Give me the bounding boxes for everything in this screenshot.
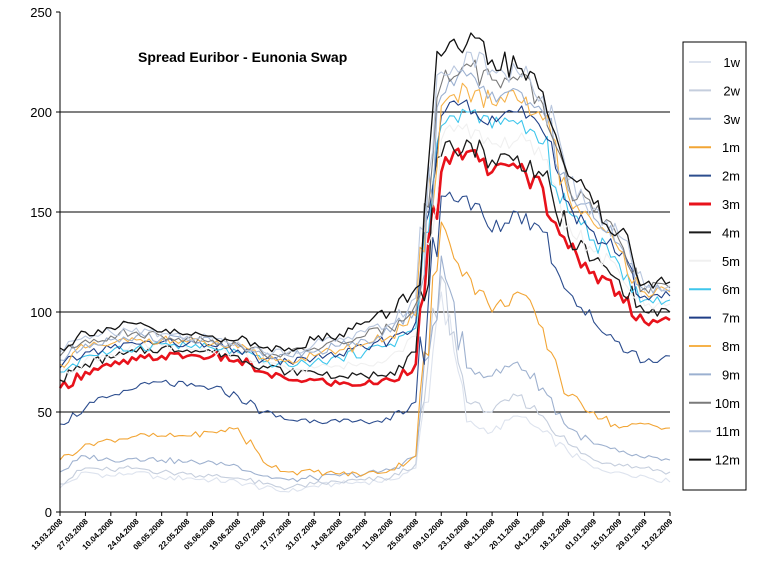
y-tick-label: 200 bbox=[30, 105, 52, 120]
series-line-7m bbox=[59, 99, 671, 369]
series-line-1m bbox=[59, 221, 671, 477]
series-line-3m bbox=[58, 147, 671, 390]
legend-label-5m: 5m bbox=[722, 254, 740, 269]
legend-label-6m: 6m bbox=[722, 282, 740, 297]
y-tick-label: 100 bbox=[30, 305, 52, 320]
legend-label-3m: 3m bbox=[722, 197, 740, 212]
series-line-9m bbox=[59, 69, 671, 361]
series-line-2w bbox=[60, 275, 671, 491]
y-tick-label: 250 bbox=[30, 5, 52, 20]
legend-entries: 1w 2w 3w 1m 2m 3m 4m 5m 6m 7m 8m 9m 10m 11m 12m bbox=[689, 55, 741, 468]
legend-label-11m: 11m bbox=[716, 424, 740, 439]
legend-label-1w: 1w bbox=[723, 55, 740, 70]
legend-label-12m: 12m bbox=[715, 453, 740, 468]
series-line-8m bbox=[59, 82, 671, 368]
legend-label-2m: 2m bbox=[722, 169, 740, 184]
legend-label-9m: 9m bbox=[722, 367, 740, 382]
legend-label-8m: 8m bbox=[722, 339, 740, 354]
legend: 1w 2w 3w 1m 2m 3m 4m 5m 6m 7m 8m 9m 10m 11m 12m bbox=[682, 41, 747, 491]
series-line-11m bbox=[59, 51, 671, 356]
series-line-4m bbox=[59, 139, 671, 383]
series-line-10m bbox=[59, 59, 671, 359]
legend-label-10m: 10m bbox=[715, 396, 740, 411]
y-tick-label: 0 bbox=[45, 505, 52, 520]
legend-label-2w: 2w bbox=[723, 83, 740, 98]
series-line-1w bbox=[59, 291, 671, 493]
series-line-5m bbox=[59, 123, 671, 377]
legend-box bbox=[682, 41, 747, 491]
legend-label-7m: 7m bbox=[722, 311, 740, 326]
series-line-6m bbox=[59, 108, 671, 373]
series-line-12m bbox=[59, 32, 671, 353]
y-tick-label: 150 bbox=[30, 205, 52, 220]
y-tick-labels: 0 50 100 150 200 250 bbox=[30, 5, 60, 520]
legend-label-1m: 1m bbox=[722, 140, 740, 155]
series-lines bbox=[58, 32, 671, 493]
chart-title: Spread Euribor - Eunonia Swap bbox=[138, 49, 347, 65]
plot-area bbox=[60, 12, 670, 512]
legend-label-4m: 4m bbox=[722, 225, 740, 240]
y-tick-label: 50 bbox=[38, 405, 52, 420]
series-line-2m bbox=[59, 191, 671, 426]
legend-label-3w: 3w bbox=[723, 112, 740, 127]
